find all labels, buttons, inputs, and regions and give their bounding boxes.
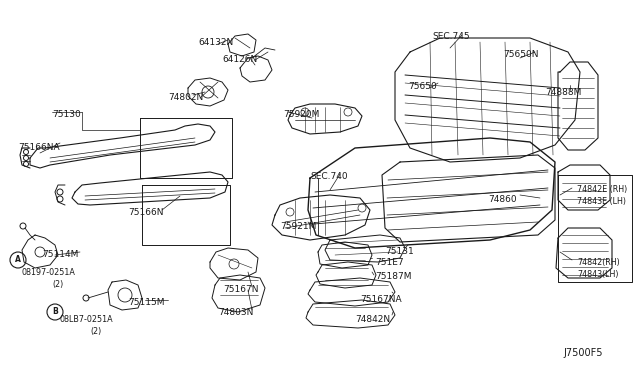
Text: 75115M: 75115M — [128, 298, 164, 307]
Text: 08LB7-0251A: 08LB7-0251A — [60, 315, 114, 324]
Text: 08197-0251A: 08197-0251A — [22, 268, 76, 277]
Text: 64126N: 64126N — [222, 55, 257, 64]
Text: 75114M: 75114M — [42, 250, 78, 259]
Text: 74802N: 74802N — [168, 93, 204, 102]
Text: (2): (2) — [90, 327, 101, 336]
Text: 75130: 75130 — [52, 110, 81, 119]
Text: 74860: 74860 — [488, 195, 516, 204]
Text: 64132N: 64132N — [198, 38, 233, 47]
Text: 74842N: 74842N — [355, 315, 390, 324]
Text: B: B — [52, 308, 58, 317]
Text: 75920M: 75920M — [283, 110, 319, 119]
Text: 75131: 75131 — [385, 247, 413, 256]
Text: 74803N: 74803N — [218, 308, 253, 317]
Text: 751E7: 751E7 — [375, 258, 404, 267]
Text: 74843(LH): 74843(LH) — [577, 270, 618, 279]
Text: 74843E (LH): 74843E (LH) — [577, 197, 626, 206]
Text: 75921M: 75921M — [280, 222, 316, 231]
Text: 75650N: 75650N — [503, 50, 538, 59]
Text: 75167N: 75167N — [223, 285, 259, 294]
Text: 74888M: 74888M — [545, 88, 581, 97]
Text: J7500F5: J7500F5 — [563, 348, 602, 358]
Text: 74842(RH): 74842(RH) — [577, 258, 620, 267]
Text: (2): (2) — [52, 280, 63, 289]
Text: 75187M: 75187M — [375, 272, 412, 281]
Text: 75166NA: 75166NA — [18, 143, 60, 152]
Text: 74842E (RH): 74842E (RH) — [577, 185, 627, 194]
Text: 75650: 75650 — [408, 82, 436, 91]
Text: SEC.740: SEC.740 — [310, 172, 348, 181]
Text: 75166N: 75166N — [128, 208, 163, 217]
Text: 75167NA: 75167NA — [360, 295, 402, 304]
Text: A: A — [15, 256, 21, 264]
Text: SEC.745: SEC.745 — [432, 32, 470, 41]
